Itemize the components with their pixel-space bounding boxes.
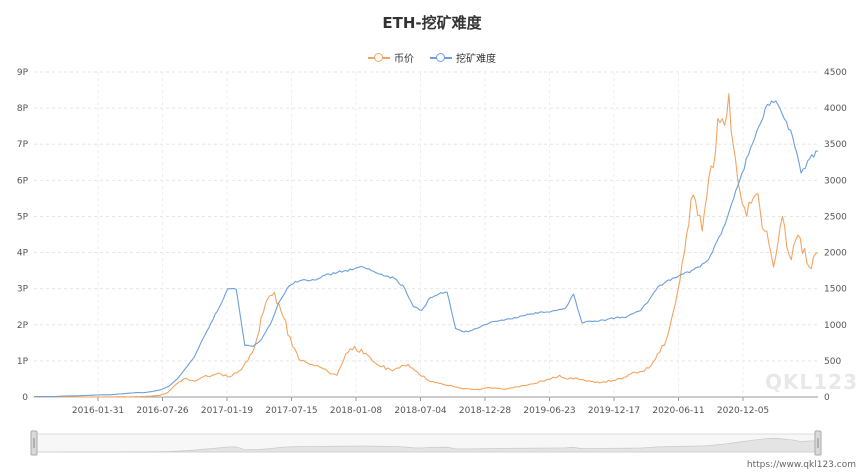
axes: 0 0 1P 500 2P 1000 3P 1500 4P 2000 5P 2500 6P 3000 7P 3…	[17, 68, 847, 416]
x-tick-label: 2019-06-23	[523, 406, 575, 416]
x-tick-label: 2018-01-08	[330, 406, 383, 416]
y-right-tick-label: 3000	[824, 176, 847, 186]
y-left-tick-label: 0	[22, 393, 28, 403]
y-right-tick-label: 0	[824, 393, 830, 403]
y-right-tick-label: 1000	[824, 321, 847, 331]
legend-marker-price	[368, 52, 390, 63]
series-line-difficulty	[34, 100, 819, 398]
y-right-tick-label: 4000	[824, 104, 847, 114]
y-right-tick-label: 3500	[824, 140, 847, 150]
x-tick-label: 2020-12-05	[717, 406, 769, 416]
x-tick-label: 2018-07-04	[394, 406, 447, 416]
y-left-tick-label: 3P	[17, 285, 29, 295]
y-left-tick-label: 8P	[17, 104, 29, 114]
x-tick-label: 2016-01-31	[72, 406, 124, 416]
grid-lines	[34, 71, 818, 398]
x-tick-label: 2017-01-19	[201, 406, 254, 416]
legend-label-difficulty: 挖矿难度	[456, 54, 496, 65]
legend-item-price[interactable]: 币价	[368, 50, 414, 65]
y-right-tick-label: 2000	[824, 249, 847, 259]
x-tick-label: 2020-06-11	[652, 406, 704, 416]
chart-legend: 币价 挖矿难度	[0, 50, 864, 65]
y-left-tick-label: 1P	[17, 357, 29, 367]
zoom-slider[interactable]	[30, 430, 822, 456]
y-left-tick-label: 9P	[17, 68, 29, 78]
y-left-tick-label: 7P	[17, 140, 29, 150]
x-tick-label: 2019-12-17	[588, 406, 640, 416]
legend-item-difficulty[interactable]: 挖矿难度	[430, 50, 496, 65]
y-right-tick-label: 500	[824, 357, 841, 367]
series-layer	[33, 93, 819, 398]
watermark-logo: QKL123	[765, 370, 858, 394]
y-left-tick-label: 6P	[17, 176, 29, 186]
legend-marker-difficulty	[430, 52, 452, 63]
slider-preview	[34, 437, 819, 453]
series-line-price	[33, 93, 819, 398]
y-right-tick-label: 4500	[824, 68, 847, 78]
y-left-tick-label: 2P	[17, 321, 29, 331]
y-left-tick-label: 4P	[17, 249, 29, 259]
y-right-tick-label: 1500	[824, 285, 847, 295]
x-tick-label: 2018-12-28	[459, 406, 512, 416]
legend-label-price: 币价	[394, 54, 414, 65]
chart-title: ETH-挖矿难度	[382, 14, 482, 32]
y-left-tick-label: 5P	[17, 212, 29, 222]
footer-url: https://www.qkl123.com	[746, 460, 856, 470]
y-right-tick-label: 2500	[824, 212, 847, 222]
x-tick-label: 2016-07-26	[136, 406, 189, 416]
x-tick-label: 2017-07-15	[265, 406, 317, 416]
